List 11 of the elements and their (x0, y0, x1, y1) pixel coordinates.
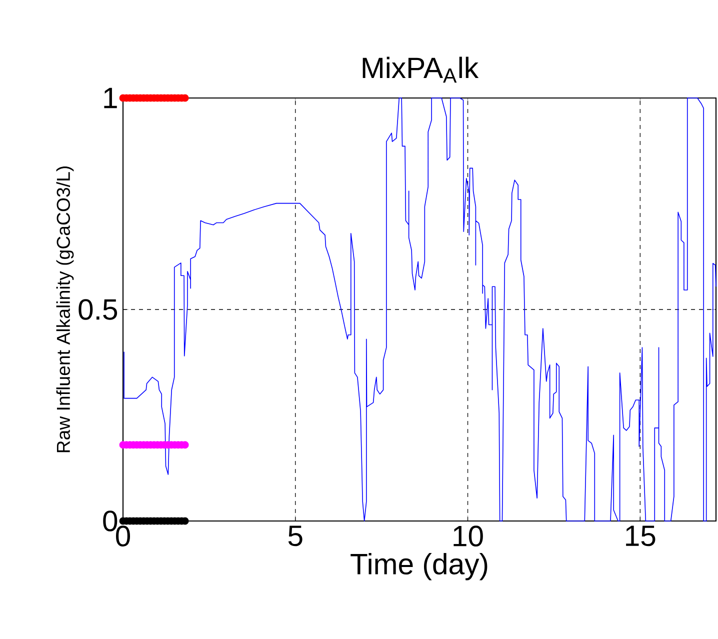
chart-title: MixPA$_{A}$lk (362, 56, 479, 83)
x-axis-title: Time (day) (350, 552, 488, 580)
x-tick-label: 10 (454, 526, 483, 546)
y-axis-title: Raw Influent Alkalinity (gCaCO3/L) (56, 166, 74, 452)
y-tick-label: 1 (104, 88, 117, 108)
x-tick-label: 0 (116, 526, 130, 546)
line-series (124, 98, 716, 522)
x-tick-label: 5 (288, 526, 302, 546)
y-tick-label: 0 (103, 510, 118, 532)
x-tick-label: 15 (626, 526, 656, 546)
y-tick-label: 0.5 (78, 299, 118, 320)
